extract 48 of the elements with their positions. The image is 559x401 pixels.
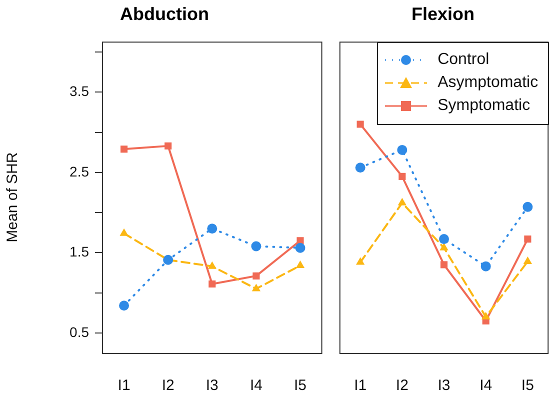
point [208,261,216,269]
point [164,142,172,150]
x-tick-label: I5 [294,377,307,394]
y-axis-title: Mean of SHR [4,152,22,242]
point [296,260,305,268]
point [295,242,306,253]
y-tick-label: 0.5 [70,324,90,340]
chart-title: Abduction [120,4,209,24]
point [208,280,216,288]
point [523,256,532,264]
point [356,257,365,265]
point [119,300,130,311]
point [482,312,490,320]
x-tick-label: I1 [354,377,367,394]
point [252,272,260,280]
legend-label: Control [438,51,490,70]
point [398,172,406,180]
point [296,237,304,244]
x-tick-label: I5 [521,377,534,394]
point [480,261,491,272]
point [439,234,449,244]
x-tick-label: I3 [438,377,450,394]
x-tick-label: I2 [396,377,408,394]
point [163,254,174,265]
x-tick-label: I4 [250,377,262,394]
point [440,261,448,268]
point [120,228,128,236]
y-tick-label: 1.5 [70,244,90,260]
point [207,224,218,234]
y-tick-label: 2.5 [70,163,90,180]
point [398,198,406,206]
point [251,241,262,252]
point [397,144,408,155]
point [440,242,448,250]
point [120,146,128,153]
point [356,120,364,128]
point [522,202,533,212]
y-tick-label: 3.5 [70,83,90,100]
x-tick-label: I3 [206,377,218,394]
point [252,284,261,292]
legend-label: Asymptomatic [438,74,538,92]
legend-label: Symptomatic [438,97,530,116]
x-tick-label: I4 [480,377,492,394]
point [524,236,532,243]
chart-title: Flexion [411,4,475,24]
x-tick-label: I2 [162,377,174,394]
x-tick-label: I1 [118,377,130,394]
point [355,162,366,173]
